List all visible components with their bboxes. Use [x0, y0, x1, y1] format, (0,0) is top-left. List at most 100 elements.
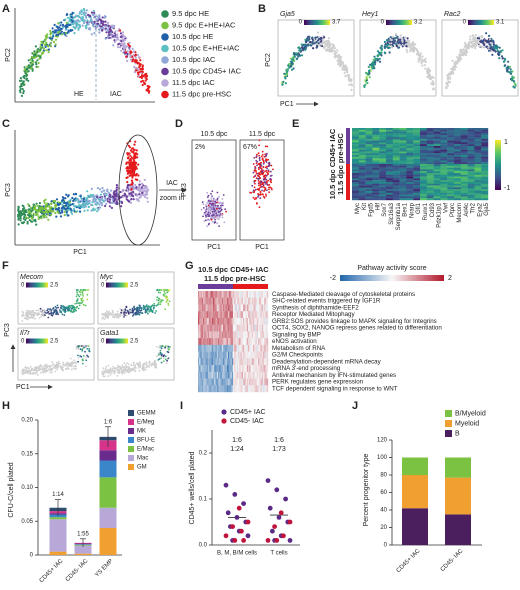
heat-cell: [213, 311, 215, 319]
heat-cell: [460, 173, 468, 175]
cell-point: [496, 49, 499, 52]
cell-point: [213, 197, 216, 200]
cell-point: [253, 157, 256, 159]
cell-point: [101, 313, 104, 316]
heat-cell: [454, 142, 461, 145]
cell-point: [107, 24, 110, 27]
cell-point: [76, 299, 79, 302]
cell-point: [305, 44, 308, 48]
percent: 2%: [195, 144, 205, 151]
heat-cell: [352, 158, 359, 161]
gene-label: Gja5: [484, 202, 490, 215]
cell-point: [373, 63, 376, 66]
cell-point: [77, 357, 80, 359]
cell-point: [60, 310, 62, 313]
cell-point: [112, 365, 114, 368]
cell-point: [159, 345, 162, 347]
heat-cell: [386, 164, 393, 166]
heat-cell: [447, 173, 455, 175]
heat-cell: [460, 171, 468, 174]
heat-cell: [358, 189, 366, 192]
cell-point: [25, 310, 28, 312]
gene-label: Fgd5: [369, 202, 375, 216]
heat-cell: [433, 128, 441, 130]
heat-cell: [264, 291, 266, 298]
cell-point: [126, 181, 129, 184]
heat-cell: [413, 162, 421, 165]
cell-point: [57, 206, 61, 210]
heat-cell: [235, 304, 237, 312]
heat-cell: [251, 291, 254, 298]
gene-label: Hlf: [375, 203, 381, 211]
heat-cell: [460, 151, 468, 154]
cell-point: [169, 346, 171, 348]
cell-point: [99, 196, 102, 199]
cell-point: [66, 16, 70, 19]
heat-cell: [413, 155, 421, 157]
heat-cell: [426, 133, 434, 136]
heat-cell: [365, 147, 373, 150]
cell-point: [81, 24, 84, 27]
cell-point: [127, 152, 130, 155]
heat-cell: [372, 173, 380, 175]
cell-point: [28, 208, 31, 211]
cell-point: [205, 219, 207, 222]
cell-point: [145, 191, 148, 194]
cell-point: [55, 307, 58, 309]
cell-point: [61, 211, 64, 214]
heat-cell: [481, 167, 489, 170]
heat-cell: [379, 192, 387, 195]
cell-point: [49, 369, 51, 371]
cell-point: [307, 39, 310, 42]
heat-cell: [454, 196, 461, 199]
heat-cell: [399, 178, 407, 181]
cell-point: [110, 189, 113, 192]
cell-point: [144, 311, 147, 313]
heat-cell: [426, 158, 434, 161]
heat-cell: [358, 162, 366, 165]
cell-point: [141, 191, 144, 194]
heat-cell: [229, 304, 231, 312]
cell-point: [136, 193, 139, 196]
cell-point: [51, 27, 54, 30]
cell-point: [105, 312, 107, 315]
heat-cell: [365, 128, 373, 130]
heat-cell: [386, 178, 393, 181]
cell-point: [299, 47, 302, 50]
heat-cell: [365, 196, 373, 199]
cell-point: [305, 41, 308, 44]
heat-cell: [372, 164, 380, 166]
heat-cell: [433, 158, 441, 161]
cell-point: [141, 79, 144, 82]
heat-cell: [426, 131, 434, 134]
heat-cell: [379, 158, 387, 161]
heat-cell: [406, 142, 414, 145]
heat-cell: [413, 167, 421, 170]
cell-point: [98, 200, 101, 203]
cell-point: [59, 24, 62, 27]
heat-cell: [399, 165, 407, 168]
plot-frame: [277, 19, 355, 97]
scale-max: 3.7: [332, 20, 341, 26]
cell-point: [201, 201, 204, 204]
heat-cell: [352, 153, 359, 156]
cell-point: [132, 364, 135, 367]
heat-cell: [474, 182, 482, 184]
heat-cell: [201, 304, 204, 312]
heat-cell: [433, 149, 441, 152]
heat-cell: [474, 194, 482, 197]
heat-cell: [426, 153, 434, 156]
cell-point: [94, 198, 98, 201]
cell-point: [388, 44, 391, 47]
heat-cell: [386, 173, 393, 175]
cell-point: [139, 363, 141, 365]
heat-cell: [406, 198, 414, 201]
heat-cell: [420, 151, 427, 154]
cell-point: [47, 51, 50, 54]
cell-point: [20, 212, 23, 215]
cell-point: [482, 46, 485, 49]
cell-point: [143, 178, 146, 181]
heat-cell: [392, 182, 400, 184]
heat-cell: [406, 174, 414, 177]
heat-cell: [399, 140, 407, 143]
